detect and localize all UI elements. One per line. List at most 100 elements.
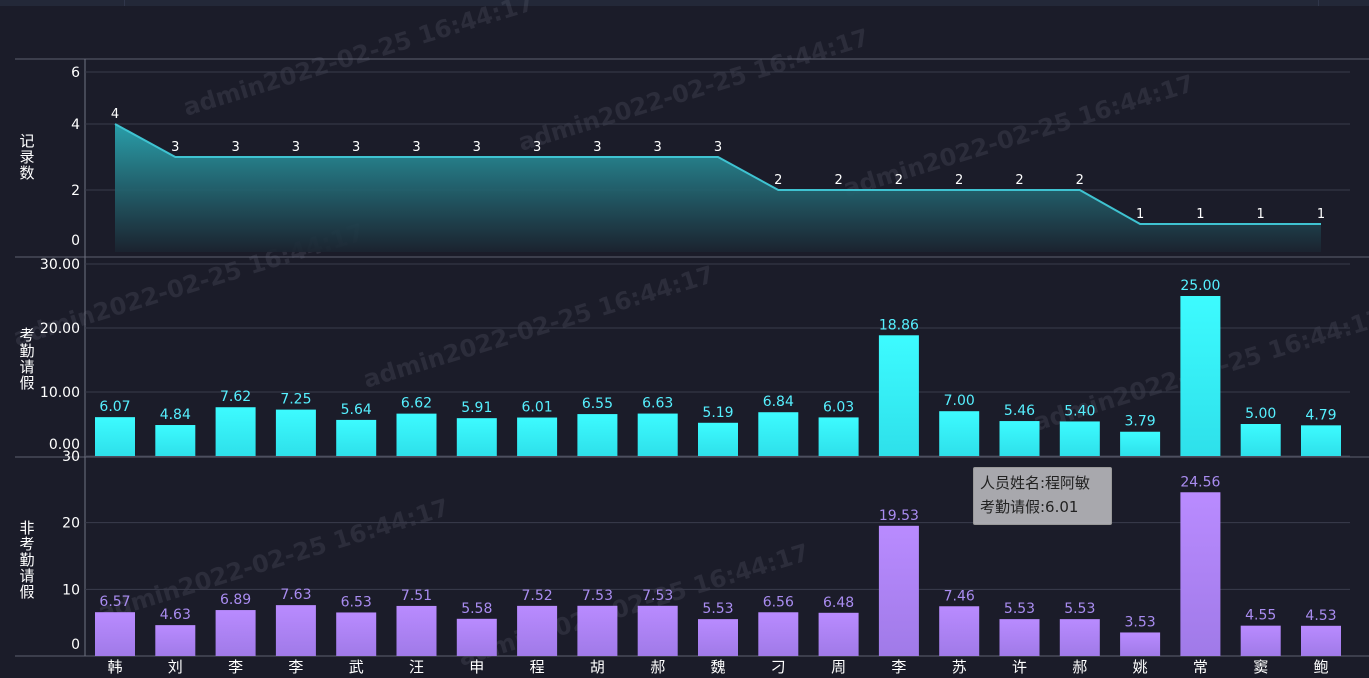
data-label: 5.19 xyxy=(702,405,733,421)
data-label: 6.56 xyxy=(763,594,794,610)
data-label: 7.25 xyxy=(280,392,311,408)
bar xyxy=(1180,492,1221,656)
data-label: 3 xyxy=(473,140,481,155)
data-label: 6.55 xyxy=(582,396,613,412)
bar xyxy=(577,414,618,456)
data-label: 2 xyxy=(1015,173,1023,188)
mark-layer xyxy=(95,123,1341,656)
y-tick-label: 20.00 xyxy=(40,321,80,337)
data-label: 7.51 xyxy=(401,588,432,604)
bar xyxy=(95,612,135,656)
data-label: 7.53 xyxy=(642,588,673,604)
data-label: 3 xyxy=(714,140,722,155)
data-label: 5.53 xyxy=(1004,601,1035,617)
data-label: 7.00 xyxy=(944,393,975,409)
x-tick-label: 申 xyxy=(469,658,484,676)
bar xyxy=(456,618,497,656)
bar xyxy=(1301,625,1341,656)
data-label: 6.84 xyxy=(763,394,794,410)
data-label: 3 xyxy=(533,140,541,155)
x-tick-label: 常 xyxy=(1193,658,1208,676)
data-label: 3 xyxy=(593,140,601,155)
area-fill xyxy=(115,124,1321,252)
x-tick-label: 周 xyxy=(831,658,846,676)
x-tick-label: 苏 xyxy=(952,658,967,676)
y-tick-label: 0.00 xyxy=(49,437,80,453)
y-tick-label: 4 xyxy=(71,117,80,133)
x-tick-label: 刁 xyxy=(771,658,786,676)
x-tick-label: 李 xyxy=(288,658,303,676)
tooltip: 人员姓名:程阿敏 考勤请假:6.01 xyxy=(973,467,1112,525)
data-label: 5.64 xyxy=(341,402,372,418)
data-label: 3.53 xyxy=(1125,614,1156,630)
bar xyxy=(1120,632,1161,656)
bar xyxy=(456,418,497,456)
data-label: 4.79 xyxy=(1305,407,1336,423)
data-label: 3 xyxy=(231,140,239,155)
data-label: 5.58 xyxy=(461,601,492,617)
x-tick-label: 李 xyxy=(228,658,243,676)
data-label: 5.40 xyxy=(1064,403,1095,419)
bar xyxy=(396,413,437,456)
bar xyxy=(1059,619,1100,656)
bar xyxy=(939,606,980,656)
data-label: 25.00 xyxy=(1180,278,1220,294)
data-label: 4.63 xyxy=(160,607,191,623)
y-tick-label: 30 xyxy=(62,449,80,465)
bar xyxy=(577,605,618,656)
data-label: 1 xyxy=(1136,207,1144,222)
data-label: 5.46 xyxy=(1004,403,1035,419)
bar xyxy=(215,610,256,656)
series-line xyxy=(114,123,1321,225)
bar xyxy=(275,605,316,656)
x-tick-label: 程 xyxy=(530,658,545,676)
bar xyxy=(878,525,919,656)
x-tick-label: 姚 xyxy=(1133,658,1148,676)
data-label: 6.03 xyxy=(823,399,854,415)
data-label: 3 xyxy=(292,140,300,155)
bar xyxy=(336,419,377,456)
y-tick-label: 10 xyxy=(62,582,80,598)
bar xyxy=(1120,431,1161,456)
data-label: 1 xyxy=(1257,207,1265,222)
bar xyxy=(698,619,738,656)
data-label: 1 xyxy=(1196,207,1204,222)
bar xyxy=(517,417,558,456)
data-label: 5.53 xyxy=(702,601,733,617)
data-label: 2 xyxy=(1076,173,1084,188)
y-tick-label: 0 xyxy=(71,233,80,249)
x-tick-label: 韩 xyxy=(107,658,122,676)
data-label: 2 xyxy=(955,173,963,188)
grid-layer xyxy=(15,58,1369,657)
x-tick-label: 汪 xyxy=(409,658,424,676)
data-label: 4 xyxy=(111,107,119,122)
top-bar-divider xyxy=(124,0,125,6)
bar xyxy=(758,612,799,656)
data-label: 6.53 xyxy=(341,594,372,610)
data-label: 6.89 xyxy=(220,592,251,608)
x-tick-label: 郝 xyxy=(1072,658,1087,676)
data-label: 24.56 xyxy=(1180,474,1220,490)
x-tick-label: 刘 xyxy=(168,658,183,676)
top-bar-divider xyxy=(1318,0,1319,6)
data-label: 1 xyxy=(1317,207,1325,222)
x-tick-label: 窦 xyxy=(1253,658,1268,676)
data-label: 6.07 xyxy=(99,399,130,415)
bar xyxy=(95,417,135,456)
bar xyxy=(1240,424,1281,456)
bar xyxy=(637,605,678,656)
bar xyxy=(336,612,377,656)
bar xyxy=(215,407,256,456)
data-label: 4.53 xyxy=(1305,608,1336,624)
data-label: 4.55 xyxy=(1245,608,1276,624)
bar xyxy=(275,409,316,456)
data-label: 7.46 xyxy=(944,588,975,604)
bar xyxy=(517,605,558,656)
bar xyxy=(155,625,196,656)
x-tick-label: 许 xyxy=(1012,658,1027,676)
data-label: 19.53 xyxy=(879,508,919,524)
data-label: 3 xyxy=(654,140,662,155)
bar xyxy=(939,411,980,456)
